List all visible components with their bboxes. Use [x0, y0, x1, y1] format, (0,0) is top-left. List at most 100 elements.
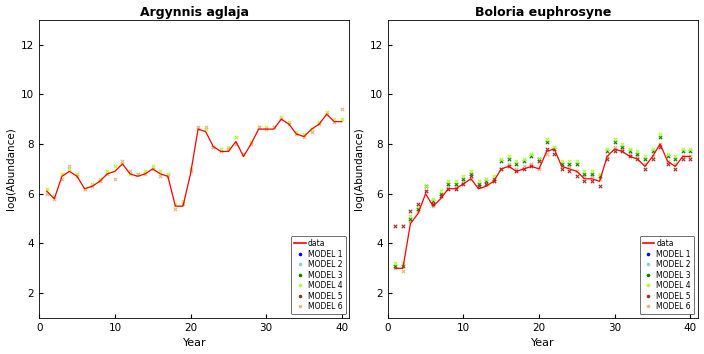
Point	[427, 196, 439, 201]
Point	[541, 139, 552, 144]
Point	[222, 146, 234, 152]
Point	[685, 146, 696, 152]
Point	[450, 178, 461, 184]
Point	[488, 178, 499, 184]
Point	[329, 116, 340, 122]
Point	[276, 116, 287, 122]
Point	[117, 161, 128, 167]
Point	[298, 131, 310, 137]
Point	[458, 178, 469, 184]
Point	[617, 144, 628, 149]
Point	[329, 119, 340, 125]
Point	[556, 166, 567, 172]
Point	[41, 191, 52, 196]
Point	[631, 151, 643, 157]
Point	[155, 169, 166, 174]
Point	[677, 149, 689, 154]
Point	[601, 156, 612, 162]
Point	[101, 171, 113, 177]
Point	[564, 159, 575, 164]
Point	[488, 178, 499, 184]
Point	[662, 159, 673, 164]
Point	[480, 181, 491, 187]
Point	[473, 181, 484, 187]
Point	[639, 161, 650, 167]
Point	[662, 154, 673, 159]
Point	[155, 173, 166, 179]
Point	[313, 119, 325, 125]
Point	[185, 169, 196, 174]
Point	[200, 126, 211, 132]
Point	[473, 183, 484, 189]
Point	[609, 136, 620, 142]
Point	[41, 186, 52, 192]
Title: Argynnis aglaja: Argynnis aglaja	[140, 6, 249, 18]
Point	[450, 183, 461, 189]
Point	[162, 171, 173, 177]
Point	[647, 156, 658, 162]
Point	[238, 151, 249, 157]
Point	[594, 171, 605, 177]
Point	[170, 206, 181, 211]
Point	[253, 124, 264, 130]
X-axis label: Year: Year	[182, 338, 206, 348]
Point	[427, 203, 439, 209]
Point	[465, 173, 477, 179]
Point	[534, 156, 545, 162]
Point	[526, 154, 537, 159]
Point	[125, 171, 136, 177]
Point	[109, 164, 120, 169]
Point	[556, 164, 567, 169]
Point	[534, 159, 545, 164]
Point	[579, 173, 590, 179]
Point	[556, 159, 567, 164]
Point	[87, 181, 98, 187]
Point	[397, 263, 408, 269]
Point	[64, 164, 75, 169]
Point	[510, 169, 522, 174]
Point	[534, 156, 545, 162]
Point	[556, 161, 567, 167]
Point	[609, 149, 620, 154]
Point	[413, 206, 424, 211]
Point	[139, 169, 151, 174]
Point	[586, 178, 598, 184]
Point	[435, 193, 446, 199]
Point	[56, 176, 68, 182]
Point	[215, 149, 227, 154]
Point	[458, 181, 469, 187]
Point	[132, 171, 143, 177]
Point	[480, 181, 491, 187]
Point	[147, 164, 158, 169]
Point	[147, 166, 158, 172]
Point	[617, 146, 628, 152]
Point	[526, 151, 537, 157]
Point	[670, 156, 681, 162]
Point	[465, 169, 477, 174]
Point	[571, 159, 582, 164]
Point	[617, 141, 628, 147]
Point	[586, 169, 598, 174]
Point	[594, 173, 605, 179]
Point	[405, 216, 416, 221]
Point	[510, 161, 522, 167]
Point	[427, 201, 439, 206]
Point	[49, 196, 60, 201]
Point	[427, 198, 439, 204]
Point	[420, 188, 432, 194]
Point	[631, 154, 643, 159]
Point	[109, 176, 120, 182]
Point	[268, 124, 279, 130]
Point	[222, 144, 234, 149]
Point	[390, 266, 401, 271]
Point	[200, 124, 211, 130]
Point	[564, 164, 575, 169]
Point	[609, 144, 620, 149]
Point	[624, 146, 636, 152]
Point	[473, 183, 484, 189]
Point	[601, 146, 612, 152]
Point	[260, 124, 272, 130]
Point	[624, 154, 636, 159]
Point	[94, 176, 106, 182]
Point	[298, 134, 310, 139]
